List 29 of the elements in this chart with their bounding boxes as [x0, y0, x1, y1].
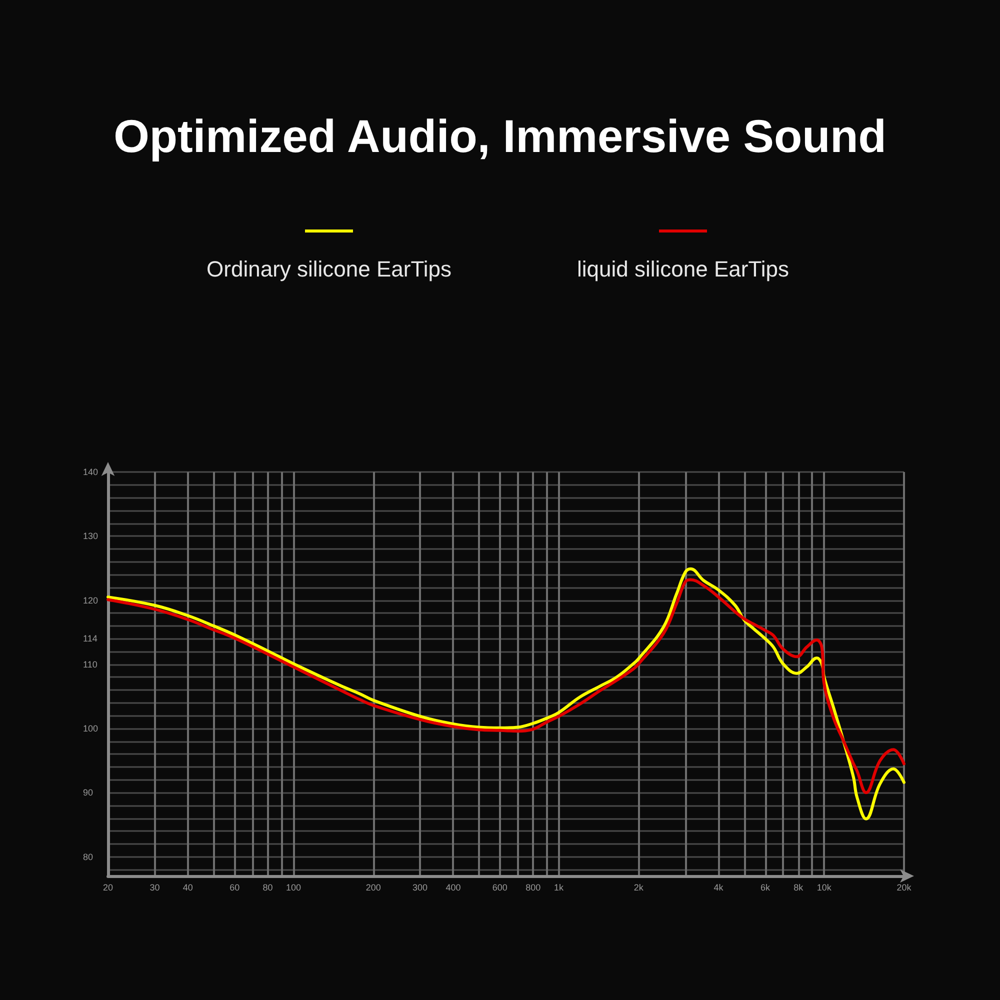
x-tick-label: 300 — [412, 882, 428, 892]
x-tick-label: 20 — [102, 882, 114, 892]
y-tick-label: 80 — [83, 852, 94, 862]
chart-title: Optimized Audio, Immersive Sound — [114, 110, 886, 162]
x-tick-label: 6k — [760, 882, 771, 892]
x-tick-label: 30 — [150, 882, 160, 892]
x-tick-label: 60 — [230, 882, 240, 892]
x-tick-label: 200 — [366, 882, 381, 892]
x-tick-label: 100 — [286, 882, 301, 892]
x-tick-label: 1k — [554, 882, 564, 892]
y-tick-label: 114 — [83, 634, 98, 644]
y-tick-label: 130 — [83, 531, 98, 542]
x-tick-label: 4k — [714, 882, 724, 892]
x-tick-label: 8k — [794, 882, 804, 892]
x-tick-label: 2k — [634, 882, 644, 892]
x-tick-label: 600 — [492, 882, 508, 892]
legend-label: liquid silicone EarTips — [577, 256, 789, 282]
y-tick-label: 120 — [83, 595, 98, 606]
x-tick-label: 10k — [816, 882, 832, 892]
x-tick-label: 20k — [896, 882, 912, 892]
y-tick-label: 140 — [83, 467, 98, 477]
x-tick-label: 40 — [182, 882, 193, 892]
y-tick-label: 100 — [83, 724, 98, 734]
legend-label: Ordinary silicone EarTips — [206, 256, 452, 282]
x-tick-label: 400 — [446, 882, 461, 892]
y-tick-label: 90 — [83, 788, 94, 798]
x-tick-label: 80 — [262, 882, 273, 892]
x-tick-label: 800 — [526, 882, 541, 892]
y-tick-label: 110 — [83, 659, 98, 670]
